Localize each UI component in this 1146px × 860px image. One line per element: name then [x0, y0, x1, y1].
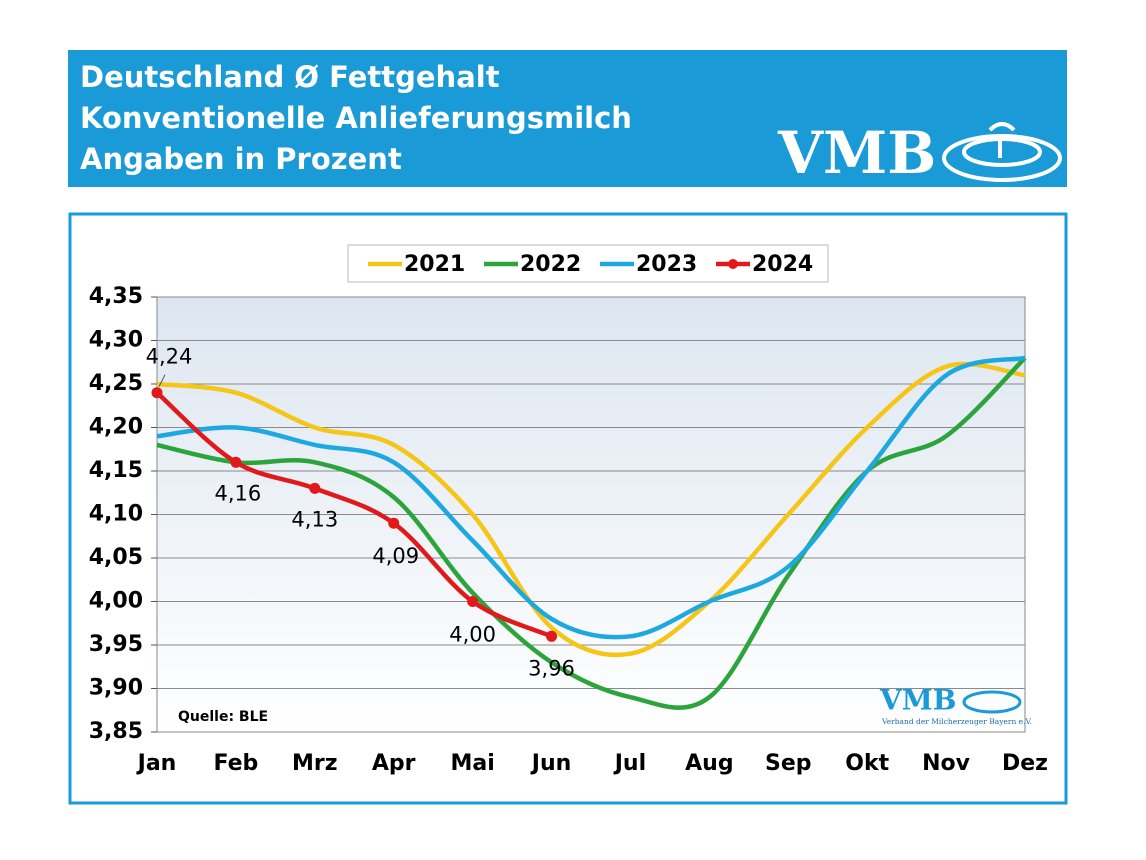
x-tick-label: Dez — [1002, 751, 1048, 776]
data-label: 4,24 — [146, 345, 193, 369]
chart-title: Deutschland Ø Fettgehalt — [80, 60, 500, 94]
marker — [388, 517, 400, 529]
y-tick-label: 3,95 — [89, 632, 143, 657]
data-label: 4,16 — [215, 481, 262, 505]
header — [68, 50, 1067, 187]
x-tick-label: Aug — [685, 751, 733, 776]
y-tick-label: 4,10 — [89, 502, 143, 527]
y-tick-label: 4,05 — [89, 545, 143, 570]
chart-subtitle: Angaben in Prozent — [80, 142, 402, 176]
x-tick-label: Jan — [136, 751, 177, 776]
y-tick-label: 4,15 — [89, 458, 143, 483]
legend-label: 2023 — [636, 252, 697, 277]
x-tick-label: Mai — [450, 751, 494, 776]
y-tick-label: 4,00 — [89, 589, 143, 614]
line — [155, 391, 553, 639]
marker — [151, 387, 163, 399]
leader-line — [158, 374, 166, 387]
data-label: 4,13 — [291, 507, 338, 531]
marker — [309, 482, 321, 494]
legend-marker — [728, 259, 738, 269]
line — [156, 355, 1026, 640]
logo: VMB — [777, 119, 936, 187]
x-tick-label: Jun — [530, 751, 572, 776]
y-tick-label: 3,90 — [89, 676, 143, 701]
x-tick-label: Nov — [922, 751, 971, 776]
x-tick-label: Feb — [214, 751, 259, 776]
line — [156, 361, 1026, 658]
data-label: 3,96 — [528, 656, 575, 680]
x-tick-label: Jul — [613, 751, 646, 776]
data-label: 4,09 — [372, 544, 419, 568]
marker — [467, 596, 479, 607]
x-tick-label: Okt — [845, 751, 889, 776]
y-tick-label: 4,35 — [89, 284, 143, 309]
y-tick-label: 4,30 — [89, 328, 143, 353]
x-tick-label: Apr — [372, 751, 416, 776]
x-tick-label: Sep — [765, 751, 812, 776]
y-tick-label: 4,25 — [89, 371, 143, 396]
logo-caption: Verband der Milcherzeuger Bayern e.V. — [881, 717, 1032, 726]
chart-subtitle: Konventionelle Anlieferungsmilch — [80, 101, 632, 135]
y-tick-label: 4,20 — [89, 415, 143, 440]
marker — [230, 456, 242, 468]
y-tick-label: 3,85 — [89, 719, 143, 744]
legend-label: 2022 — [520, 252, 581, 277]
logo-icon — [942, 122, 1062, 182]
x-tick-label: Mrz — [292, 751, 338, 776]
marker — [546, 630, 558, 642]
data-label: 4,00 — [449, 623, 496, 647]
legend-label: 2024 — [752, 252, 813, 277]
legend-label: 2021 — [404, 252, 465, 277]
source: Quelle: BLE — [178, 709, 268, 725]
small-logo-icon — [962, 690, 1022, 714]
